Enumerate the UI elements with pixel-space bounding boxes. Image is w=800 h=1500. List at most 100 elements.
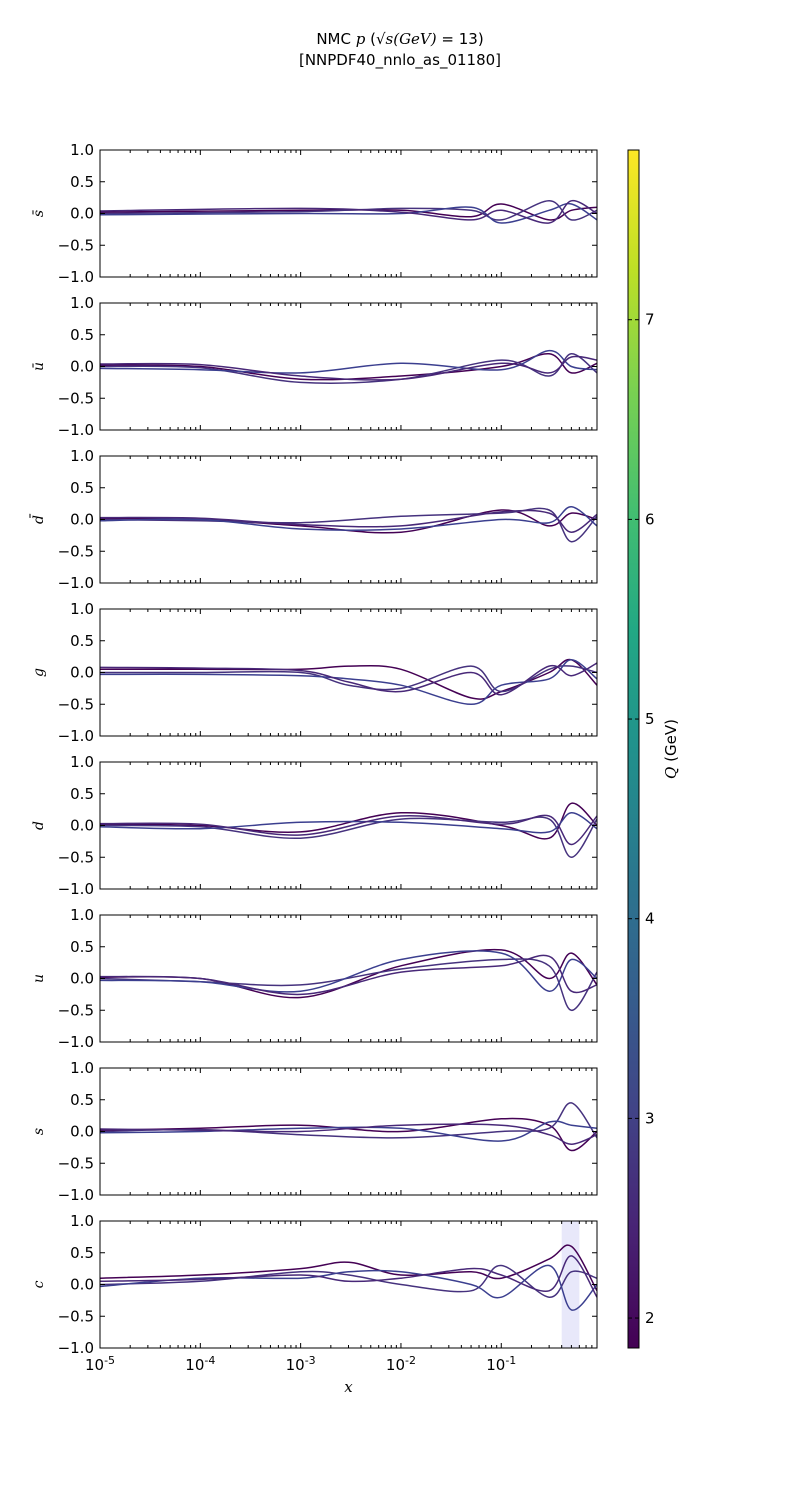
ytick-label: −1.0	[58, 880, 94, 898]
curve-dbar-3	[100, 509, 597, 533]
ytick-label: 0.5	[70, 479, 94, 497]
ytick-label: 1.0	[70, 447, 94, 465]
colorbar: 2 3 4 5 6 7 Q (GeV)	[627, 149, 680, 1349]
ytick-label: 0.0	[70, 664, 94, 682]
xtick-label: 10-2	[386, 1354, 416, 1374]
ytick-label: 0.5	[70, 938, 94, 956]
panel-label-d: d	[31, 821, 47, 830]
ytick-label: −0.5	[58, 1307, 94, 1325]
ytick-label: 0.5	[70, 1091, 94, 1109]
ytick-label: 0.0	[70, 970, 94, 988]
panel-label-ubar: ū	[31, 362, 47, 371]
ytick-label: 1.0	[70, 1059, 94, 1077]
panel-label-c: c	[31, 1280, 47, 1288]
curve-ubar-0	[100, 353, 597, 381]
ytick-label: −0.5	[58, 1154, 94, 1172]
curve-u-0	[100, 948, 597, 999]
ytick-label: 0.0	[70, 817, 94, 835]
curves	[100, 1102, 597, 1152]
curve-dbar-2	[100, 506, 597, 531]
curve-s-3	[100, 1123, 597, 1145]
curve-d-2	[100, 812, 597, 834]
ytick-label: 1.0	[70, 141, 94, 159]
panel-sbar: 1.0 0.5 0.0 −0.5 −1.0 s̄	[31, 141, 598, 286]
ytick-label: −1.0	[58, 421, 94, 439]
curve-d-1	[100, 816, 597, 859]
xtick-label: 10-4	[185, 1354, 215, 1374]
panel-u: 1.0 0.5 0.0 −0.5 −1.0 u	[31, 906, 598, 1051]
ytick-label: −1.0	[58, 1186, 94, 1204]
xtick-label: 10-3	[286, 1354, 316, 1374]
curve-g-3	[100, 662, 597, 696]
panel-g: 1.0 0.5 0.0 −0.5 −1.0 g	[31, 600, 598, 745]
ytick-label: −1.0	[58, 268, 94, 286]
ytick-label: −0.5	[58, 236, 94, 254]
curve-c-3	[100, 1255, 597, 1298]
curve-d-3	[100, 814, 597, 846]
curve-s-0	[100, 1117, 597, 1152]
panel-label-sbar: s̄	[31, 209, 47, 217]
highlight-band	[561, 1221, 580, 1348]
ytick-label: 0.5	[70, 173, 94, 191]
ytick-label: −0.5	[58, 695, 94, 713]
curve-sbar-3	[100, 200, 597, 224]
panels-group: 1.0 0.5 0.0 −0.5 −1.0 s̄ 1.0 0.5 0.0 −0.5 −1.0 ū 1.0…	[29, 141, 598, 1357]
curves	[100, 658, 597, 706]
curves	[100, 349, 597, 384]
colorbar-tick-label: 5	[645, 710, 655, 728]
panel-c: 1.0 0.5 0.0 −0.5 −1.0 c	[31, 1212, 598, 1357]
x-axis-label: x	[344, 1378, 353, 1396]
curves	[100, 200, 597, 224]
curve-u-2	[100, 950, 597, 993]
x-axis: 10-5 10-4 10-3 10-2 10-1 x	[85, 1354, 516, 1396]
panel-d: 1.0 0.5 0.0 −0.5 −1.0 d	[31, 753, 598, 898]
panel-label-dbar: d̄	[29, 513, 47, 524]
chart-title-line1: NMC p (√s(GeV) = 13)	[316, 30, 484, 48]
curves	[100, 506, 597, 543]
curve-c-2	[100, 1264, 597, 1311]
colorbar-label: Q (GeV)	[662, 719, 680, 779]
curve-dbar-0	[100, 509, 597, 534]
curve-s-2	[100, 1120, 597, 1142]
colorbar-tick-label: 2	[645, 1309, 655, 1327]
curve-g-2	[100, 659, 597, 706]
curve-dbar-1	[100, 507, 597, 543]
xtick-label: 10-1	[486, 1354, 516, 1374]
ytick-label: 1.0	[70, 294, 94, 312]
curves	[100, 948, 597, 1012]
panel-label-g: g	[31, 668, 47, 677]
curve-sbar-1	[100, 200, 597, 221]
ytick-label: 0.5	[70, 632, 94, 650]
ytick-label: −1.0	[58, 1033, 94, 1051]
ytick-label: 0.5	[70, 326, 94, 344]
ytick-label: −1.0	[58, 727, 94, 745]
ytick-label: 1.0	[70, 1212, 94, 1230]
ytick-label: −1.0	[58, 574, 94, 592]
ytick-label: 0.0	[70, 1123, 94, 1141]
curve-ubar-3	[100, 355, 597, 381]
curves	[100, 1244, 597, 1311]
colorbar-tick-label: 6	[645, 510, 655, 528]
ytick-label: 0.5	[70, 1244, 94, 1262]
ytick-label: 1.0	[70, 906, 94, 924]
ytick-label: −0.5	[58, 848, 94, 866]
ytick-label: 1.0	[70, 753, 94, 771]
panel-label-s: s	[31, 1128, 47, 1135]
chart-title-line2: [NNPDF40_nnlo_as_01180]	[298, 51, 502, 69]
ytick-label: 1.0	[70, 600, 94, 618]
colorbar-tick-label: 4	[645, 910, 655, 928]
ytick-label: 0.0	[70, 205, 94, 223]
curve-d-0	[100, 802, 597, 840]
xtick-label: 10-5	[85, 1354, 115, 1374]
ytick-label: 0.0	[70, 1276, 94, 1294]
curve-c-1	[100, 1264, 597, 1298]
panel-s: 1.0 0.5 0.0 −0.5 −1.0 s	[31, 1059, 598, 1204]
panel-label-u: u	[31, 974, 47, 983]
ytick-label: −0.5	[58, 1001, 94, 1019]
ytick-label: −1.0	[58, 1339, 94, 1357]
ytick-label: 0.0	[70, 358, 94, 376]
curve-g-1	[100, 665, 597, 693]
ytick-label: −0.5	[58, 389, 94, 407]
ytick-label: 0.5	[70, 785, 94, 803]
